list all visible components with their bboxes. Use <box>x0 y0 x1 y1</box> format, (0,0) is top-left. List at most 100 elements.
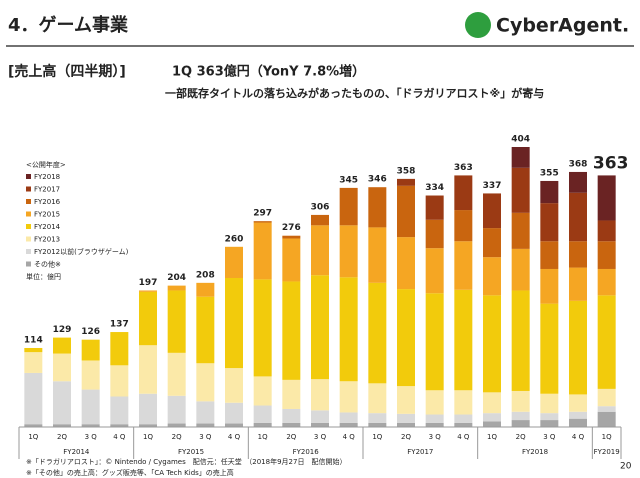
bar-segment <box>483 392 501 414</box>
bar-segment <box>454 210 473 242</box>
legend-label: その他※ <box>34 260 61 269</box>
bar-segment <box>397 185 415 238</box>
total-label: 129 <box>53 325 72 335</box>
legend-swatch <box>26 261 31 267</box>
bar-segment <box>368 413 387 423</box>
bar-segment <box>110 424 129 427</box>
legend-swatch <box>26 236 31 242</box>
total-label: 197 <box>139 278 158 288</box>
bar-segment <box>53 337 71 354</box>
bar-segment <box>597 220 616 242</box>
total-label: 363 <box>454 163 473 173</box>
total-label: 260 <box>225 234 244 244</box>
page-number: 20 <box>620 462 632 472</box>
bar-segment <box>368 227 387 283</box>
bar-segment <box>597 268 616 296</box>
bar-segment <box>225 423 243 427</box>
bar-segment <box>339 187 358 226</box>
bar-segment <box>368 187 387 228</box>
slide-title: 4．ゲーム事業 <box>8 14 129 36</box>
bar-segment <box>167 423 186 427</box>
footnote: ※「その他」の売上高：グッズ販売等、「CA Tech Kids」の売上高 <box>26 468 234 477</box>
bar-segment <box>53 424 71 427</box>
bar-segment <box>339 412 358 423</box>
bar-segment <box>511 147 530 168</box>
bar-segment <box>425 248 444 294</box>
bar-segment <box>110 332 129 366</box>
bar-segment <box>81 424 100 427</box>
bar-segment <box>425 414 444 423</box>
bar-segment <box>569 300 587 395</box>
bar-segment <box>282 281 301 380</box>
legend-label: FY2014 <box>34 223 61 231</box>
bar-segment <box>540 420 559 427</box>
bar-segment <box>311 422 329 427</box>
total-label: 114 <box>24 335 43 345</box>
bar-segment <box>196 401 215 424</box>
bar-segment <box>139 290 157 292</box>
bar-segment <box>24 424 43 427</box>
bar-segment <box>540 413 559 421</box>
bar-segment <box>569 394 587 412</box>
footnote: ※「ドラガリアロスト」：© Nintendo / Cygames 配信元：任天堂… <box>26 457 346 466</box>
bar-segment <box>397 386 415 414</box>
bar-segment <box>339 277 358 382</box>
x-tick-label: 2Q <box>286 433 296 441</box>
headline: 1Q 363億円（YonY 7.8%増） <box>172 64 365 80</box>
bar-segment <box>511 167 530 213</box>
logo: CyberAgent. <box>496 15 629 37</box>
bar-segment <box>253 405 272 423</box>
bar-segment <box>311 275 329 380</box>
x-tick-label: 4 Q <box>343 433 356 441</box>
bar-segment <box>24 352 43 373</box>
total-label: 368 <box>569 159 588 169</box>
bar-segment <box>282 422 301 427</box>
bar-segment <box>483 228 501 258</box>
bar-segment <box>339 422 358 427</box>
bar-segment <box>397 413 415 423</box>
bar-segment <box>139 291 157 346</box>
legend-label: FY2013 <box>34 236 60 244</box>
bar-segment <box>253 222 272 280</box>
bar-segment <box>196 296 215 364</box>
total-label: 126 <box>81 327 100 337</box>
bar-segment <box>311 225 329 276</box>
bar-segment <box>483 295 501 393</box>
bar-segment <box>311 379 329 411</box>
x-tick-label: 1Q <box>143 433 153 441</box>
bar-segment <box>253 376 272 406</box>
bar-segment <box>81 360 100 390</box>
x-tick-label: 1Q <box>28 433 38 441</box>
bar-segment <box>454 422 473 427</box>
bar-segment <box>454 414 473 423</box>
bar-segment <box>139 345 157 394</box>
bar-segment <box>425 293 444 391</box>
bar-segment <box>540 180 559 204</box>
bar-segment <box>282 379 301 409</box>
x-tick-label: 2Q <box>172 433 182 441</box>
total-label: 204 <box>167 273 186 283</box>
bar-segment <box>368 282 387 384</box>
bar-segment <box>225 402 243 424</box>
x-tick-label: 3 Q <box>199 433 212 441</box>
bar-segment <box>167 290 186 353</box>
total-label: 208 <box>196 270 215 280</box>
x-tick-label: 3 Q <box>543 433 556 441</box>
bar-segment <box>139 424 157 427</box>
total-label: 297 <box>253 209 272 219</box>
bar-segment <box>425 195 444 220</box>
bar-segment <box>311 214 329 226</box>
x-tick-label: 4 Q <box>572 433 585 441</box>
bar-segment <box>253 422 272 427</box>
bar-segment <box>397 178 415 186</box>
subtitle: 一部既存タイトルの落ち込みがあったものの、「ドラガリアロスト※」が寄与 <box>165 86 544 100</box>
bar-segment <box>454 175 473 211</box>
bar-segment <box>597 388 616 407</box>
bar-segment <box>368 383 387 414</box>
bar-segment <box>167 352 186 396</box>
total-label: 358 <box>397 166 416 176</box>
bar-segment <box>597 406 616 412</box>
total-label: 346 <box>368 175 387 185</box>
x-tick-label: 2Q <box>516 433 526 441</box>
